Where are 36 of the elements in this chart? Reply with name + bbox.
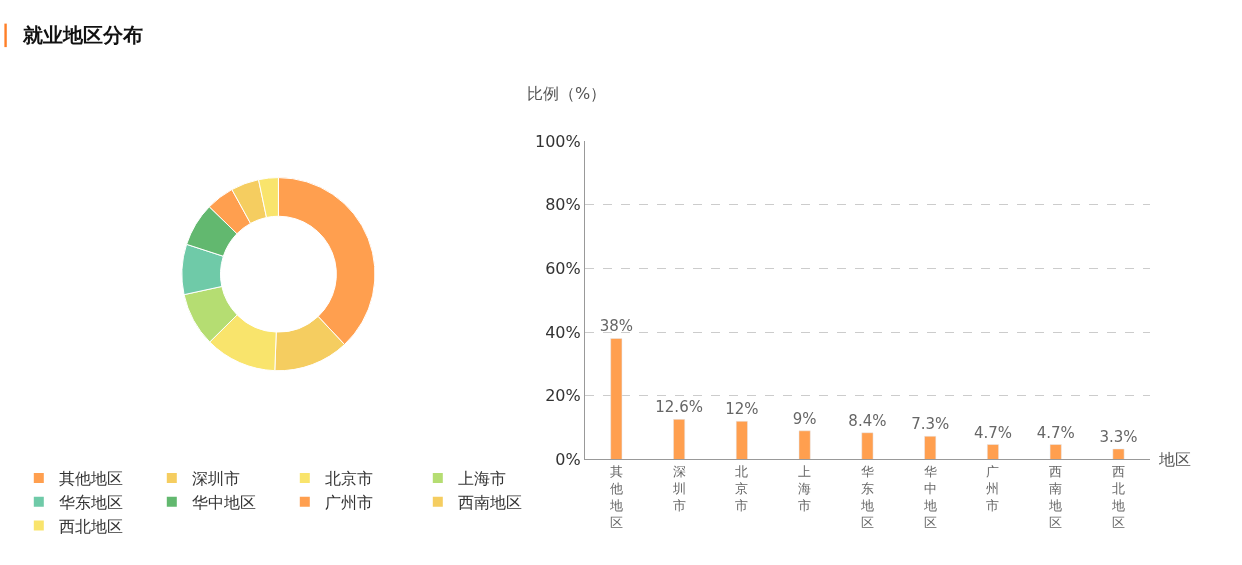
y-tick-label: 0% [555,450,581,470]
bar [1112,448,1125,460]
bar [673,419,685,460]
y-tick-label: 60% [545,259,581,279]
x-tick-label: 广州市 [986,464,1000,513]
data-label: 4.7% [973,423,1012,442]
bar [924,435,937,460]
data-label: 9% [792,409,817,428]
x-tick-label: 西南地区 [1048,464,1063,530]
data-label: 12% [725,400,759,419]
data-label: 12.6% [655,398,703,417]
data-label: 3.3% [1099,427,1138,446]
x-tick-label: 华东地区 [859,464,874,530]
x-tick-label: 其他地区 [608,464,623,530]
x-tick-label: 上海市 [798,464,812,513]
bar [987,444,999,460]
y-axis-title: 比例（%） [527,84,607,103]
bar [735,421,748,460]
x-tick-label: 北京市 [735,464,749,513]
bar [610,338,623,460]
x-tick-label: 深圳市 [671,464,686,513]
bar [861,432,874,460]
bar [1049,444,1062,460]
y-tick-label: 40% [545,322,581,342]
data-label: 8.4% [848,411,887,430]
data-label: 7.3% [911,415,950,434]
bar [798,430,811,460]
data-label: 38% [599,317,633,336]
chart-title: 就业地区分布 [22,23,143,47]
x-tick-label: 华中地区 [922,464,937,530]
data-label: 4.7% [1036,423,1075,442]
y-tick-label: 80% [545,195,581,215]
y-tick-label: 100% [534,131,581,151]
x-axis-title: 地区 [1158,450,1191,469]
y-tick-label: 20% [545,386,581,406]
x-tick-label: 西北地区 [1110,464,1125,530]
